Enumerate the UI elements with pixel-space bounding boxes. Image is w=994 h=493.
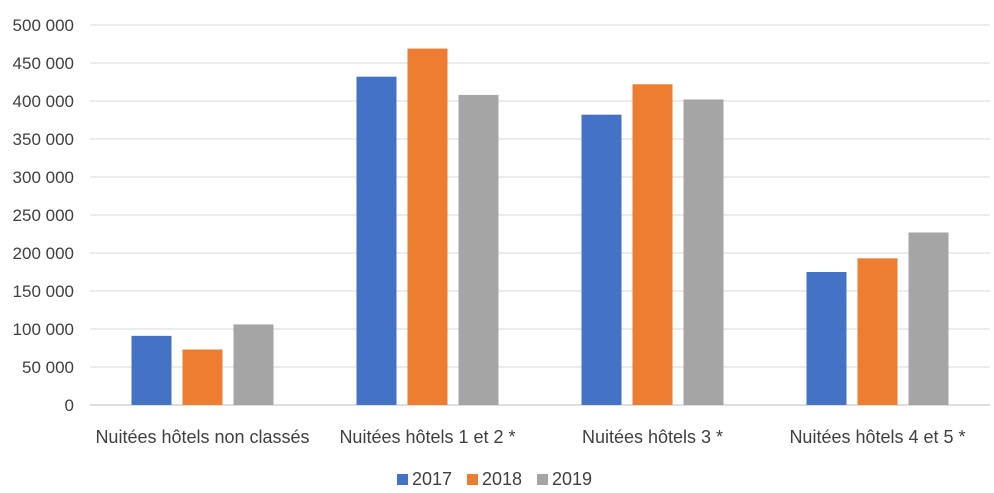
legend-swatch-2018: [467, 474, 478, 485]
y-tick-label: 0: [65, 396, 74, 415]
x-category-label: Nuitées hôtels non classés: [95, 427, 309, 447]
bar-2019-1: [233, 324, 274, 405]
y-tick-label: 150 000: [13, 282, 74, 301]
bar-2017-1: [131, 335, 172, 405]
legend-label: 2017: [412, 469, 452, 489]
legend-label: 2018: [482, 469, 522, 489]
legend-swatch-2017: [397, 474, 408, 485]
y-tick-label: 50 000: [22, 358, 74, 377]
gridlines: [90, 24, 990, 368]
legend-swatch-2019: [537, 474, 548, 485]
bar-2018-1: [182, 349, 223, 405]
y-tick-label: 300 000: [13, 168, 74, 187]
y-tick-label: 100 000: [13, 320, 74, 339]
y-axis: 0 50 000 100 000 150 000 200 000 250 000 300 0…: [13, 16, 990, 415]
y-tick-label: 450 000: [13, 54, 74, 73]
legend-label: 2019: [552, 469, 592, 489]
y-tick-label: 500 000: [13, 16, 74, 35]
bar-2019-2: [458, 94, 499, 406]
y-tick-label: 200 000: [13, 244, 74, 263]
bar-2018-2: [407, 48, 448, 406]
bar-2018-3: [632, 84, 673, 405]
bar-2017-2: [356, 76, 397, 406]
x-axis: Nuitées hôtels non classés Nuitées hôtels…: [95, 427, 965, 447]
bars: [131, 48, 949, 406]
y-tick-label: 350 000: [13, 130, 74, 149]
x-category-label: Nuitées hôtels 1 et 2 *: [339, 427, 515, 447]
x-category-label: Nuitées hôtels 3 *: [582, 427, 723, 447]
bar-2019-4: [908, 232, 949, 405]
bar-2018-4: [857, 258, 898, 405]
bar-2017-3: [581, 114, 622, 406]
x-category-label: Nuitées hôtels 4 et 5 *: [789, 427, 965, 447]
bar-2017-4: [806, 272, 847, 405]
y-tick-label: 250 000: [13, 206, 74, 225]
y-tick-label: 400 000: [13, 92, 74, 111]
legend: 2017 2018 2019: [397, 469, 592, 489]
bar-2019-3: [683, 99, 724, 405]
